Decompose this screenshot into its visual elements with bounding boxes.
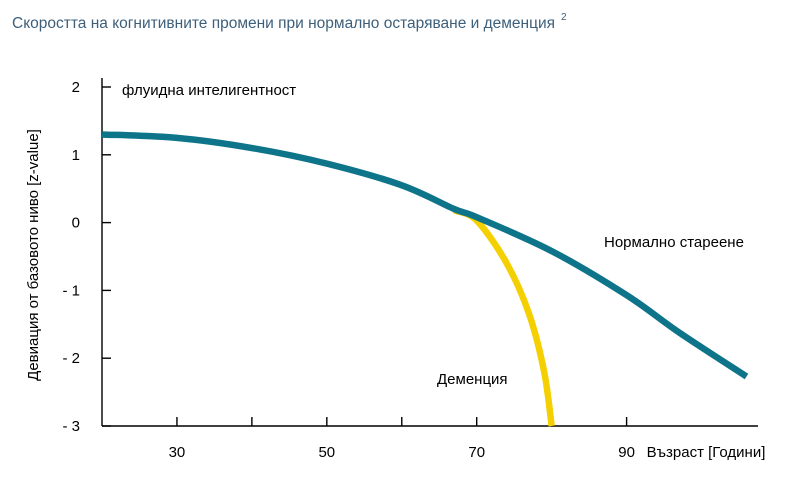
annotation-fluid-intelligence: флуидна интелигентност [122,82,296,99]
y-tick-label: - 2 [62,350,80,367]
footnote-marker: 2 [561,12,567,23]
series-label-normal-aging: Нормално стареене [604,234,744,251]
x-tick-label: 90 [618,444,635,461]
y-axis-label: Девиация от базовото ниво [z-value] [25,129,42,381]
series-label-dementia: Деменция [437,371,508,388]
x-tick-label: 50 [318,444,335,461]
y-tick-label: 2 [72,79,80,96]
series-layer [101,131,749,427]
y-tick-label: - 1 [62,282,80,299]
y-tick-label: - 3 [62,418,80,435]
x-tick-label: 30 [169,444,186,461]
series-line-normal-aging [101,131,749,380]
x-ticks: 30 50 70 90 [169,417,635,461]
x-axis-label: Възраст [Години] [647,444,766,461]
y-ticks: 2 1 0 - 1 - 2 - 3 [62,79,111,435]
y-tick-label: 0 [72,215,80,232]
chart-title: Скоростта на когнитивните промени при но… [12,12,567,33]
y-tick-label: 1 [72,147,80,164]
chart-title-text: Скоростта на когнитивните промени при но… [12,15,556,33]
x-tick-label: 70 [468,444,485,461]
